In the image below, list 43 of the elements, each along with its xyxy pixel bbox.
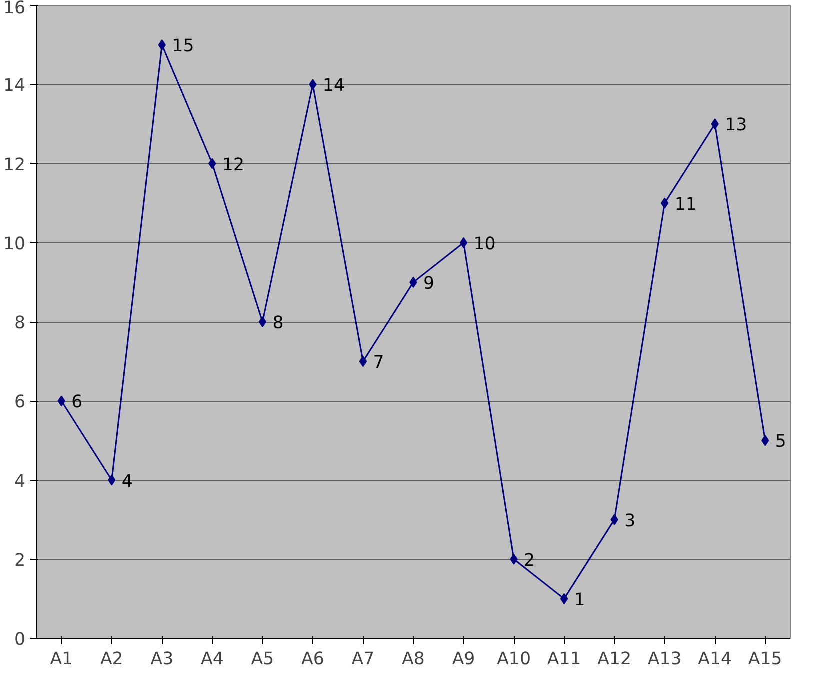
data-label: 6 [72,392,83,413]
data-label: 4 [122,472,133,492]
y-tick-label: 12 [3,155,26,176]
x-tick-label: A15 [748,650,782,670]
data-label: 9 [424,274,435,294]
y-tick-label: 8 [14,314,26,334]
x-tick-label: A12 [598,650,632,670]
x-tick-label: A11 [547,650,582,670]
data-label: 3 [624,511,636,532]
point [460,237,468,248]
y-tick-label: 14 [3,76,26,96]
x-tick-label: A14 [698,650,732,670]
data-label: 7 [373,353,384,374]
point [258,316,267,328]
x-tick-label: A2 [100,650,124,670]
x-tick-label: A1 [50,650,74,670]
x-tick-label: A6 [302,650,324,670]
y-tick-label: 0 [14,630,26,650]
data-label: 13 [725,116,748,136]
data-label: 14 [322,76,346,96]
data-label: 8 [272,314,284,334]
data-label: 11 [674,194,697,215]
x-tick-label: A4 [200,650,224,670]
y-tick-label: 2 [14,550,26,571]
x-tick-label: A9 [452,650,476,670]
data-label: 5 [775,432,786,452]
point [560,593,568,604]
point [359,356,368,368]
y-tick-label: 6 [14,392,26,413]
data-label: 15 [172,36,194,57]
y-tick-label: 10 [3,234,26,254]
x-tick-label: A5 [251,650,274,670]
data-label: 1 [574,590,586,610]
data-label: 10 [474,234,496,254]
y-tick-label: 4 [14,472,26,492]
x-tick-label: A8 [402,650,425,670]
data-label: 12 [222,155,244,176]
data-label: 2 [524,550,536,571]
x-tick-label: A10 [497,650,531,670]
y-tick-label: 16 [3,0,26,18]
x-tick-label: A7 [352,650,375,670]
x-tick-label: A13 [648,650,682,670]
x-tick-label: A3 [150,650,174,670]
